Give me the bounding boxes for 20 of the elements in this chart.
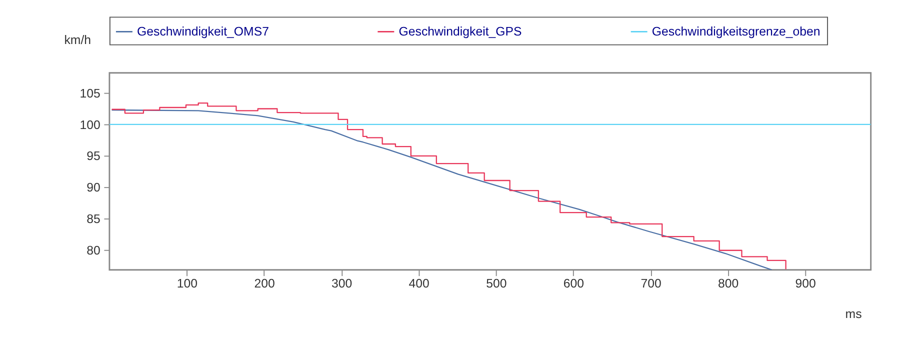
x-tick-label: 800	[718, 276, 739, 290]
x-axis-title: ms	[845, 306, 862, 321]
legend-label: Geschwindigkeitsgrenze_oben	[652, 24, 820, 39]
y-tick-label: 85	[86, 212, 101, 226]
y-tick-label: 105	[80, 86, 101, 100]
x-tick-label: 600	[563, 276, 584, 290]
legend-label: Geschwindigkeit_OMS7	[137, 24, 270, 39]
legend-label: Geschwindigkeit_GPS	[398, 24, 522, 39]
x-tick-label: 900	[795, 276, 816, 290]
x-tick-label: 100	[176, 276, 198, 290]
x-tick-label: 700	[640, 276, 662, 290]
y-tick-label: 80	[86, 244, 101, 258]
x-tick-label: 300	[332, 276, 352, 290]
y-axis-title: km/h	[64, 32, 92, 47]
x-tick-label: 200	[254, 276, 275, 290]
y-tick-label: 95	[86, 149, 101, 164]
y-tick-label: 90	[86, 180, 101, 195]
y-tick-label: 100	[80, 118, 101, 132]
x-tick-label: 400	[408, 276, 430, 290]
x-tick-label: 500	[486, 276, 507, 290]
